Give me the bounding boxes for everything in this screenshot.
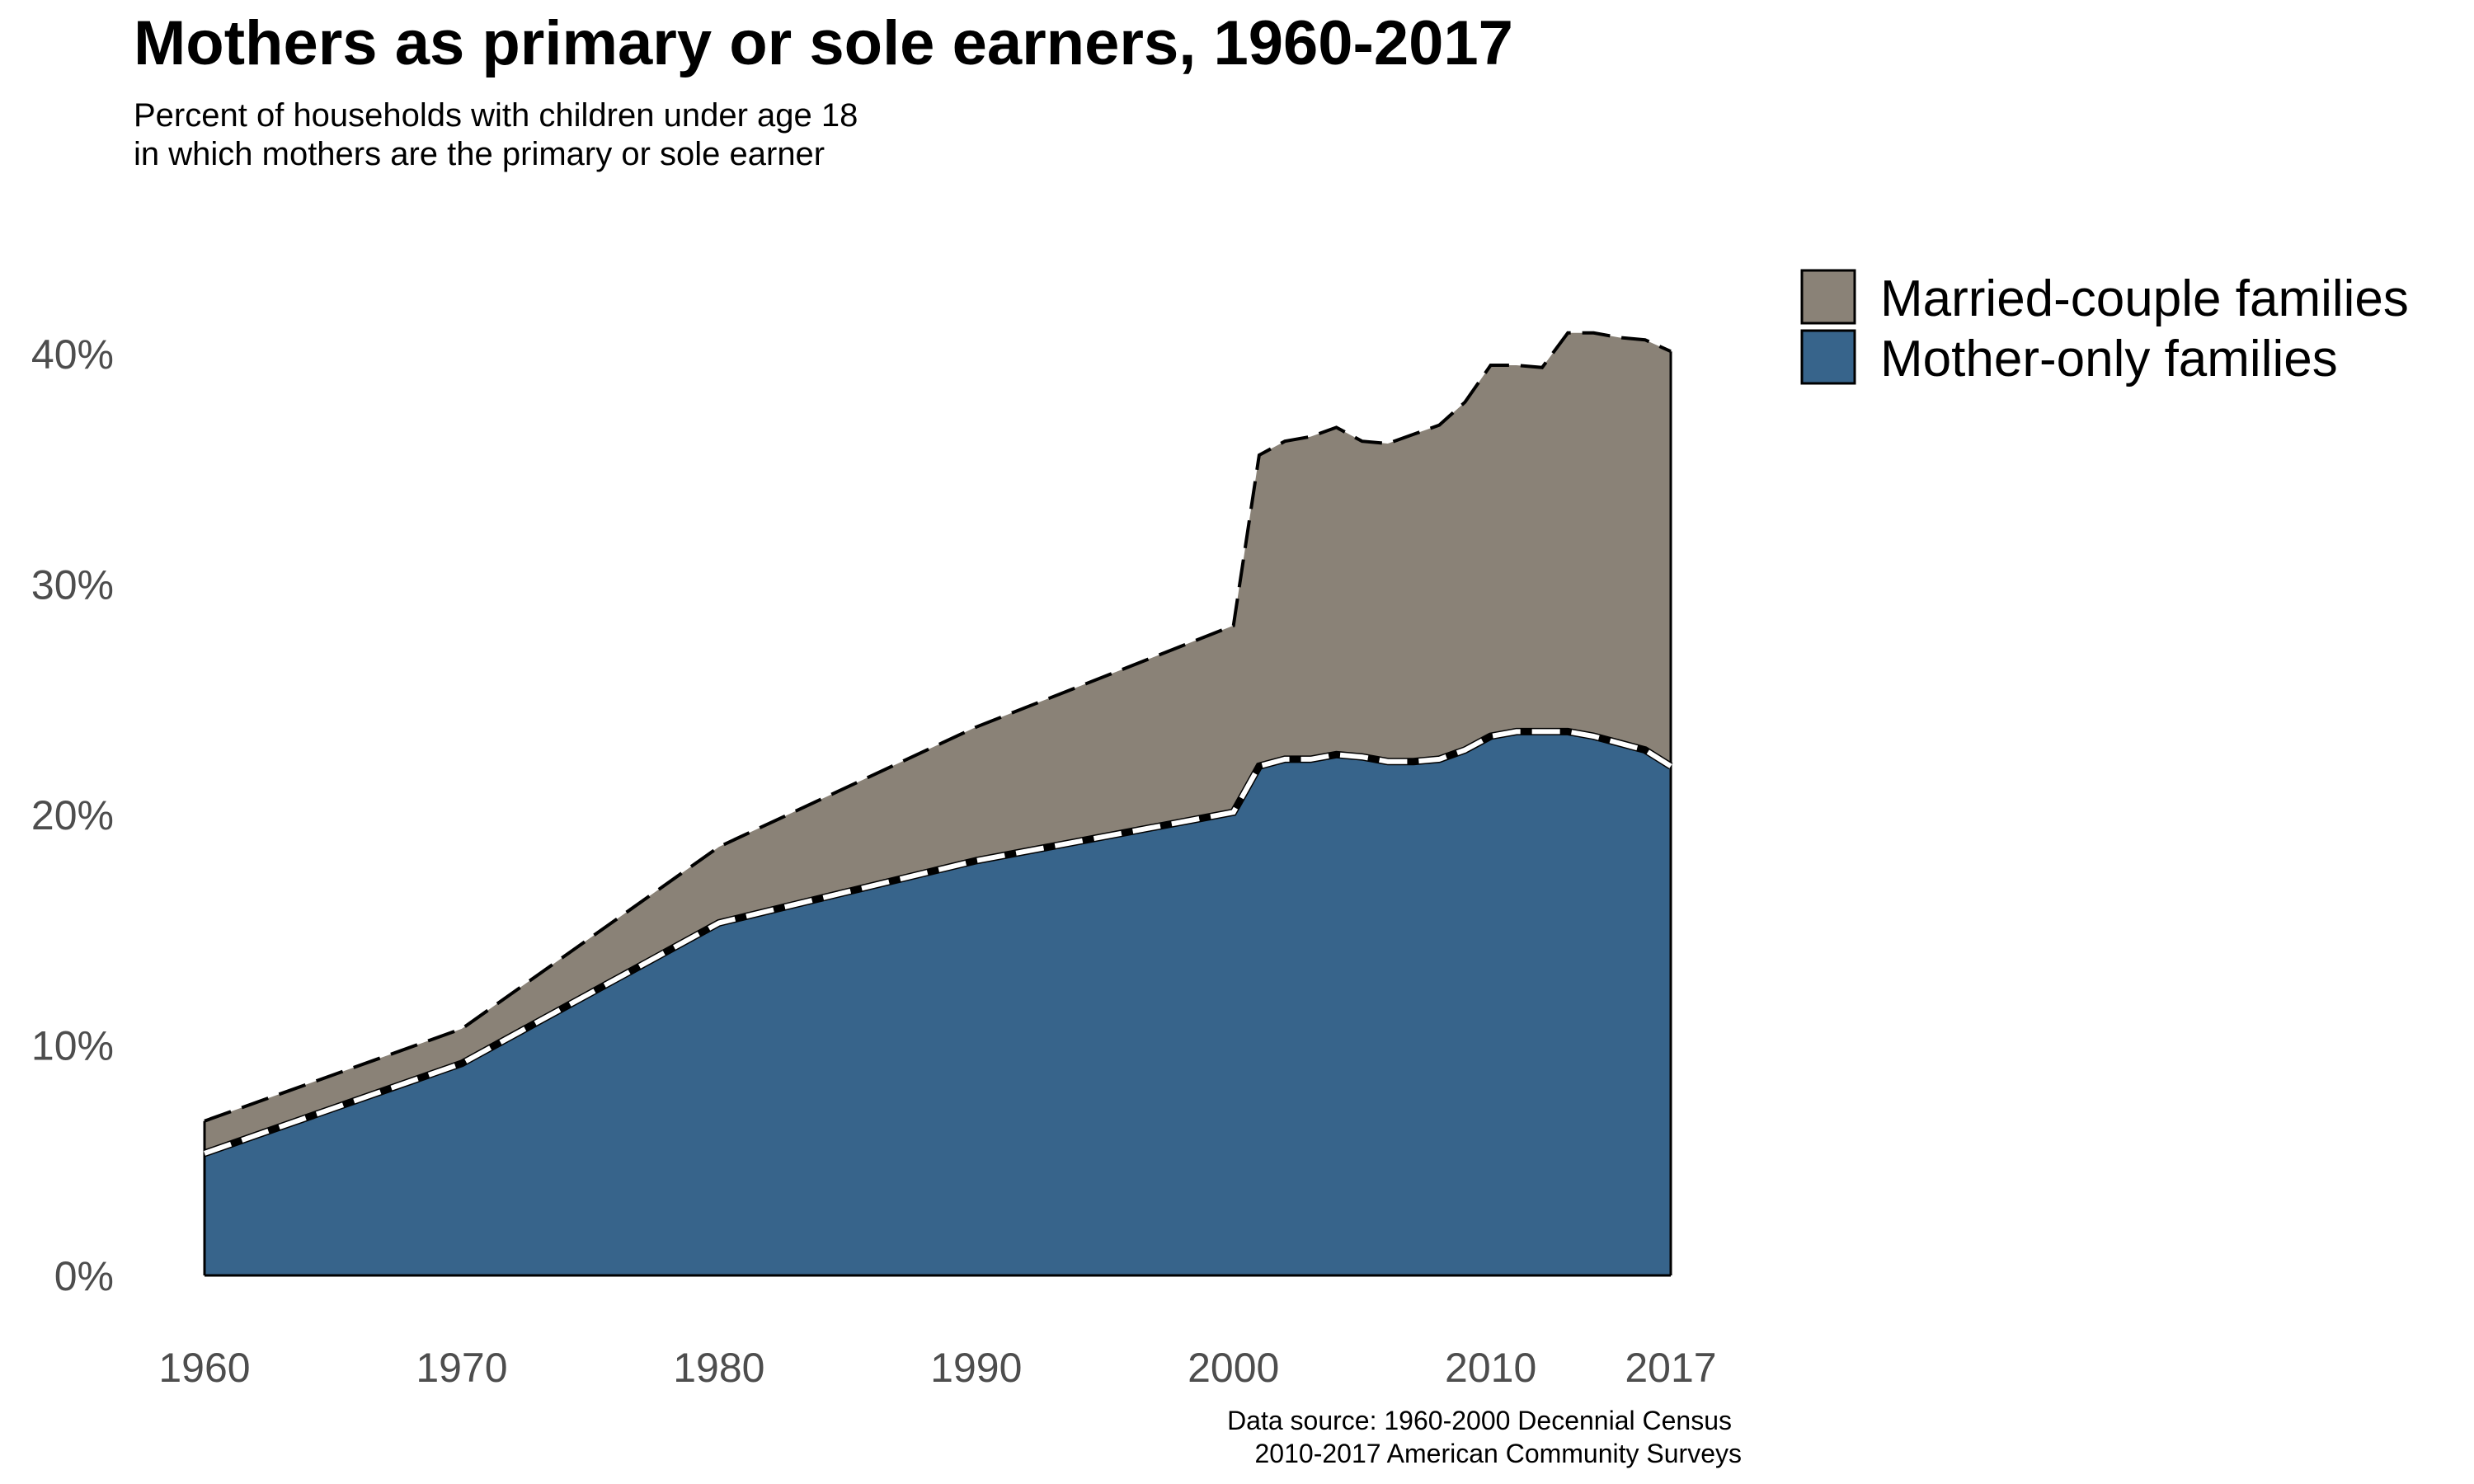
x-tick-label: 1980 (673, 1345, 764, 1391)
chart-subtitle-line-1: Percent of households with children unde… (134, 97, 858, 134)
married-couple-boundary-line (204, 331, 1672, 1123)
caption-line-2: 2010-2017 American Community Surveys (1255, 1439, 1743, 1468)
area-married-couple-families (205, 332, 1671, 1153)
mother-only-boundary-line (204, 729, 1672, 1156)
x-axis: 1960 1970 1980 1990 2000 2010 2017 (158, 1345, 1716, 1391)
legend-label-mother-only-families: Mother-only families (1880, 331, 2338, 387)
caption-line-1: Data source: 1960-2000 Decennial Census (1227, 1406, 1732, 1435)
x-tick-label: 1990 (930, 1345, 1022, 1391)
y-tick-label: 40% (31, 331, 114, 378)
x-tick-label: 2017 (1625, 1345, 1716, 1391)
legend-label-married-couple-families: Married-couple families (1880, 270, 2409, 327)
x-tick-label: 2010 (1445, 1345, 1536, 1391)
y-axis: 0% 10% 20% 30% 40% (31, 331, 114, 1299)
x-tick-label: 1970 (416, 1345, 507, 1391)
area-mother-only-families (205, 731, 1671, 1275)
plot-area (203, 331, 1673, 1277)
x-tick-label: 1960 (158, 1345, 250, 1391)
x-tick-label: 2000 (1188, 1345, 1279, 1391)
chart-title: Mothers as primary or sole earners, 1960… (134, 8, 1513, 78)
y-tick-label: 0% (54, 1253, 114, 1299)
chart-subtitle-line-2: in which mothers are the primary or sole… (134, 136, 825, 172)
y-tick-label: 30% (31, 562, 114, 608)
legend: Married-couple families Mother-only fami… (1800, 269, 2409, 387)
legend-swatch-married-couple-families (1800, 269, 1856, 325)
y-tick-label: 20% (31, 792, 114, 838)
y-tick-label: 10% (31, 1023, 114, 1069)
legend-swatch-mother-only-families (1800, 329, 1856, 385)
